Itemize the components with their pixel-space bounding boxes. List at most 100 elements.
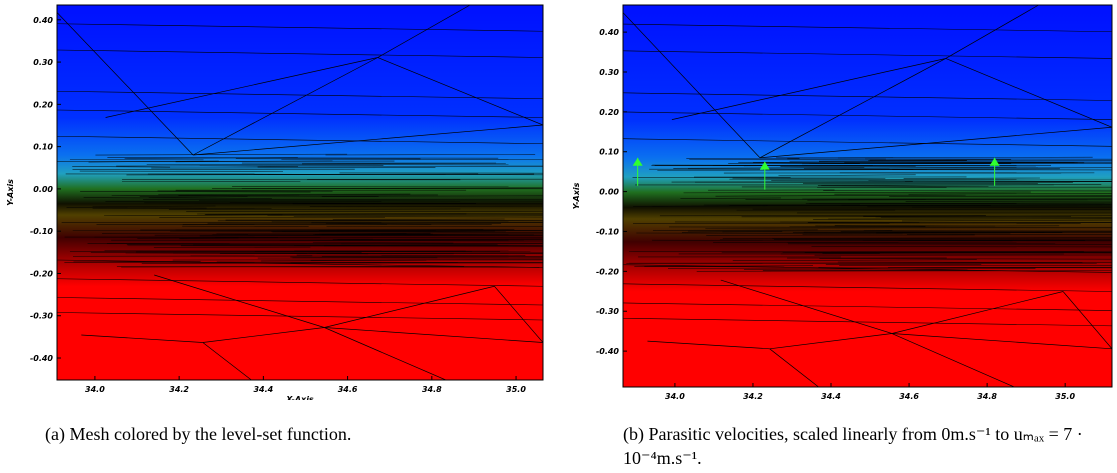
mesh-edge xyxy=(57,135,543,145)
x-tick-label: 34.0 xyxy=(85,385,105,394)
mesh-edge xyxy=(769,348,819,387)
mesh-edge xyxy=(199,200,543,202)
mesh-edge xyxy=(623,138,1112,147)
mesh-edge xyxy=(325,154,536,156)
y-tick-label: -0.10 xyxy=(596,227,619,236)
mesh-edge xyxy=(671,58,946,120)
mesh-edge xyxy=(57,278,543,287)
mesh-edge xyxy=(891,291,1064,334)
mesh-edge xyxy=(623,264,1112,273)
mesh-edge xyxy=(81,334,203,343)
mesh-edge xyxy=(802,163,1112,165)
mesh-edge xyxy=(651,165,916,167)
mesh-edge xyxy=(193,244,543,246)
mesh-edge xyxy=(168,208,461,210)
mesh-edge xyxy=(308,252,543,254)
mesh-edge xyxy=(57,12,194,156)
x-tick-label: 34.6 xyxy=(899,392,919,400)
mesh-edge xyxy=(377,57,543,126)
mesh-edge xyxy=(811,246,1112,248)
mesh-edge xyxy=(154,274,325,328)
mesh-edge xyxy=(902,219,1112,222)
y-tick-label: -0.20 xyxy=(596,267,619,276)
level-set-field xyxy=(57,5,543,380)
y-axis-label: Y-Axis xyxy=(6,179,15,206)
y-tick-label: -0.40 xyxy=(30,354,53,363)
mesh-edge xyxy=(623,23,1112,33)
mesh-edge xyxy=(1062,291,1112,350)
mesh-edge xyxy=(202,342,252,380)
x-tick-label: 34.6 xyxy=(338,385,358,394)
x-tick-label: 34.4 xyxy=(253,385,273,394)
mesh-edge xyxy=(891,333,1112,350)
y-tick-label: 0.20 xyxy=(33,100,53,109)
mesh-edge xyxy=(705,227,1112,229)
mesh-edge xyxy=(257,166,543,168)
mesh-edge xyxy=(815,225,926,228)
x-tick-label: 35.0 xyxy=(1055,392,1075,400)
mesh-edge xyxy=(623,92,1112,101)
mesh-edge xyxy=(111,194,438,196)
mesh-edge xyxy=(623,50,1112,59)
mesh-edge xyxy=(623,302,1112,311)
y-tick-label: -0.30 xyxy=(30,312,53,321)
mesh-edge xyxy=(272,231,543,233)
caption: (a) Mesh colored by the level-set functi… xyxy=(45,424,352,444)
mesh-edge xyxy=(715,194,966,197)
mesh-edge xyxy=(494,286,543,343)
mesh-edge xyxy=(819,258,1112,260)
mesh-edge xyxy=(197,213,543,215)
mesh-edge xyxy=(80,191,311,193)
mesh-edge xyxy=(683,191,1031,194)
mesh-edge xyxy=(57,259,543,268)
y-tick-label: 0.40 xyxy=(599,28,619,37)
plots: 34.0 34.2 34.4 34.6 34.8 35.0 -0.40 -0.30 -0.20 -… xyxy=(6,4,1113,411)
mesh-edge xyxy=(66,206,207,209)
velocity-head xyxy=(632,157,643,166)
mesh-edge xyxy=(105,57,378,118)
mesh-edge xyxy=(818,267,1112,269)
mesh-edge xyxy=(57,109,543,118)
mesh-edge xyxy=(57,90,543,100)
mesh-edge xyxy=(57,312,543,321)
mesh-edge xyxy=(689,159,967,161)
mesh-edge xyxy=(696,270,1112,272)
mesh-edge xyxy=(738,162,860,164)
mesh-edge xyxy=(863,215,1112,217)
mesh-edge xyxy=(623,12,761,159)
mesh-edge xyxy=(782,252,1112,254)
mesh-edge xyxy=(57,23,543,32)
mesh-edge xyxy=(906,233,1112,235)
x-tick-label: 34.2 xyxy=(169,385,189,394)
mesh-edge xyxy=(92,205,216,208)
y-tick-label: -0.30 xyxy=(596,307,619,316)
mesh-edge xyxy=(623,111,1112,120)
mesh-edge xyxy=(629,262,1083,264)
mesh-edge xyxy=(687,230,893,232)
mesh-edge xyxy=(193,124,543,156)
mesh-edge xyxy=(862,239,1112,241)
mesh-edge xyxy=(787,243,1112,245)
mesh-edge xyxy=(647,340,770,350)
mesh-edge xyxy=(377,5,471,58)
velocity-head xyxy=(759,161,770,170)
y-tick-label: 0.00 xyxy=(599,188,619,197)
mesh-edge xyxy=(623,317,1112,327)
x-axis-label: X-Axis xyxy=(285,395,314,400)
mesh-edge xyxy=(324,327,446,380)
y-tick-label: -0.20 xyxy=(30,269,53,278)
mesh-edge xyxy=(83,197,272,199)
y-tick-label: 0.30 xyxy=(599,68,619,77)
mesh-edge xyxy=(945,58,1112,128)
x-tick-label: 34.0 xyxy=(665,392,685,400)
mesh-edge xyxy=(104,214,283,217)
mesh-edge xyxy=(657,169,914,171)
mesh-edge xyxy=(57,160,395,162)
mesh-edge xyxy=(326,225,543,228)
mesh-edge xyxy=(126,173,535,176)
y-tick-label: -0.40 xyxy=(596,347,619,356)
mesh-edge xyxy=(865,158,1112,160)
mesh-edge xyxy=(673,167,865,169)
mesh-edge xyxy=(834,192,1112,195)
mesh-edge xyxy=(769,333,892,350)
